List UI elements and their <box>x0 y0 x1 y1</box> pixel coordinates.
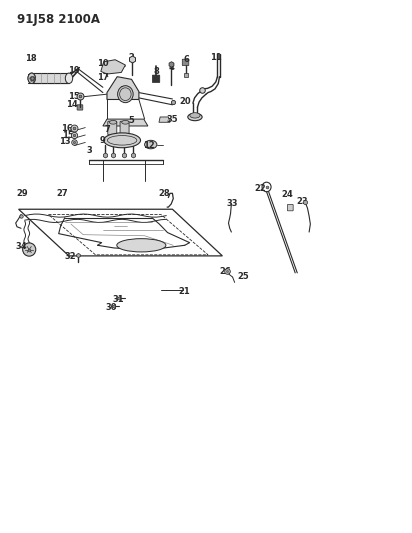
Text: 8: 8 <box>153 67 159 76</box>
Polygon shape <box>101 60 125 74</box>
Text: 16: 16 <box>61 124 73 133</box>
Text: 13: 13 <box>59 138 70 147</box>
Text: 1: 1 <box>119 86 125 95</box>
Text: 17: 17 <box>97 72 109 82</box>
Text: 23: 23 <box>296 197 308 206</box>
FancyBboxPatch shape <box>120 121 129 135</box>
Text: 28: 28 <box>159 189 170 198</box>
Text: 11: 11 <box>211 53 222 62</box>
FancyBboxPatch shape <box>108 121 117 135</box>
Ellipse shape <box>23 243 36 256</box>
Ellipse shape <box>110 120 117 124</box>
Ellipse shape <box>28 73 35 84</box>
Text: 32: 32 <box>64 253 76 262</box>
Ellipse shape <box>117 239 166 252</box>
Text: 9: 9 <box>100 136 106 145</box>
Text: 26: 26 <box>220 268 232 276</box>
Text: 15: 15 <box>68 92 80 101</box>
Text: 31: 31 <box>112 295 124 304</box>
FancyBboxPatch shape <box>32 73 72 84</box>
Text: 21: 21 <box>179 287 191 296</box>
FancyBboxPatch shape <box>182 59 189 66</box>
Ellipse shape <box>145 140 157 149</box>
Ellipse shape <box>117 86 133 103</box>
Text: 10: 10 <box>97 59 109 68</box>
Text: 14: 14 <box>66 100 77 109</box>
FancyBboxPatch shape <box>288 205 293 211</box>
Text: 33: 33 <box>227 199 239 208</box>
Ellipse shape <box>188 114 202 120</box>
Text: 30: 30 <box>105 303 117 312</box>
Text: 4: 4 <box>168 63 174 72</box>
Text: 27: 27 <box>56 189 68 198</box>
Text: 15: 15 <box>62 131 74 140</box>
Text: 2: 2 <box>129 53 134 62</box>
Text: 25: 25 <box>237 271 249 280</box>
Text: 34: 34 <box>15 242 27 251</box>
Polygon shape <box>107 77 139 100</box>
Ellipse shape <box>28 73 35 84</box>
FancyBboxPatch shape <box>152 75 160 83</box>
Ellipse shape <box>122 120 129 124</box>
Text: 18: 18 <box>25 54 37 62</box>
Text: 5: 5 <box>129 116 134 125</box>
Text: 6: 6 <box>183 55 189 64</box>
Polygon shape <box>159 117 170 122</box>
Text: 91J58 2100A: 91J58 2100A <box>17 13 100 26</box>
Ellipse shape <box>190 113 200 118</box>
Text: 24: 24 <box>281 190 293 199</box>
Text: 29: 29 <box>17 189 28 198</box>
Text: 22: 22 <box>254 183 266 192</box>
Text: 20: 20 <box>179 96 190 106</box>
Ellipse shape <box>104 133 140 148</box>
Text: 35: 35 <box>166 115 178 124</box>
FancyBboxPatch shape <box>77 105 83 110</box>
Text: 19: 19 <box>68 66 80 75</box>
Ellipse shape <box>66 73 73 84</box>
Text: 12: 12 <box>143 141 154 150</box>
Polygon shape <box>103 119 148 126</box>
Text: 3: 3 <box>87 147 92 156</box>
Text: 7: 7 <box>104 125 110 134</box>
